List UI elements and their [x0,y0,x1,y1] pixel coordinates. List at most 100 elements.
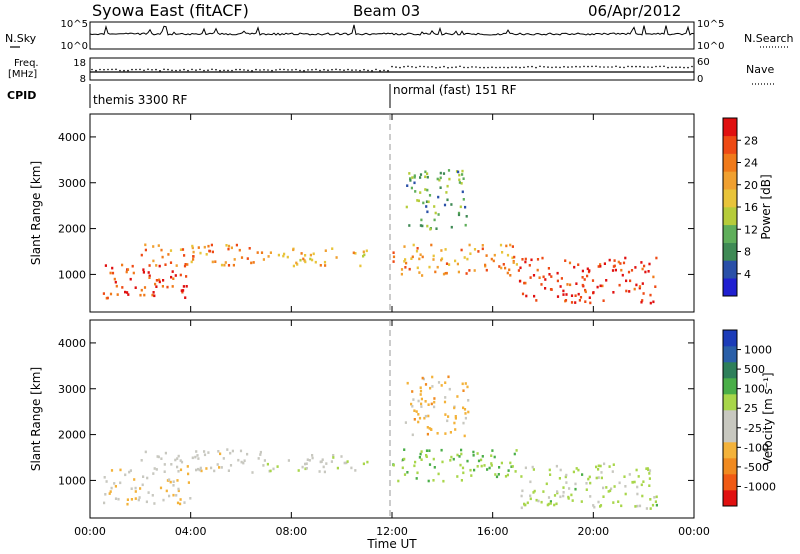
data-cell-4 [642,480,645,483]
data-cell-3 [411,255,414,259]
data-cell-4 [630,269,634,272]
nave-dot [535,66,537,69]
data-cell-1 [157,455,160,459]
data-cell-1 [144,248,147,252]
data-cell-1 [195,450,198,453]
data-cell-0 [111,266,114,270]
data-cell-5 [435,227,438,230]
data-cell-3 [459,463,462,467]
nave-dot [183,68,185,71]
data-cell-2 [276,465,279,468]
data-cell-4 [613,259,616,262]
nave-dot [331,68,333,71]
data-cell-3 [444,248,447,251]
nave-dot [327,69,329,71]
noise-panel: 10^5 10^0 10^5 10^0 N.Sky N.Search [5,19,794,52]
velocity-scatter-data [103,375,658,510]
data-cell-0 [168,478,171,481]
colorbar-segment [723,135,737,154]
data-cell-5 [433,218,436,222]
data-cell-3 [392,463,395,467]
data-cell-3 [403,260,406,263]
data-cell-5 [424,188,427,191]
data-cell-4 [520,475,523,478]
data-cell-1 [205,467,208,470]
data-cell-1 [196,454,199,457]
data-cell-5 [419,224,422,227]
data-cell-4 [540,500,543,504]
colorbar-tick-label: 4 [744,268,751,281]
data-cell-0 [147,271,150,274]
data-cell-0 [155,279,158,282]
data-cell-0 [165,489,168,493]
data-cell-4 [589,481,592,485]
data-cell-5 [444,413,447,416]
data-cell-1 [259,453,262,456]
data-cell-2 [331,247,334,250]
data-cell-5 [429,386,432,390]
data-cell-4 [597,476,600,479]
nave-tick-top: 60 [697,57,710,68]
nave-dot [443,65,445,68]
data-cell-0 [139,487,142,490]
nave-dot [675,66,677,68]
data-cell-2 [292,248,295,252]
data-cell-4 [602,299,605,302]
data-cell-0 [158,264,161,268]
nave-dot [399,66,401,69]
data-cell-0 [132,271,135,275]
data-cell-1 [248,247,251,250]
data-cell-3 [440,249,443,252]
data-cell-4 [622,261,626,265]
data-cell-0 [162,279,165,282]
data-cell-4 [570,301,574,304]
data-cell-1 [198,468,201,472]
data-cell-0 [169,480,172,484]
data-cell-4 [624,256,627,260]
nave-dot [359,69,361,72]
data-cell-5 [413,181,416,185]
data-cell-4 [537,499,540,503]
data-cell-5 [444,432,447,435]
data-cell-4 [559,468,562,472]
data-cell-5 [447,375,450,379]
data-cell-2 [335,256,338,259]
colorbar-tick-label: -100 [744,441,769,454]
x-tick-label: 00:00 [678,525,710,538]
data-cell-3 [481,244,484,247]
data-cell-3 [494,473,497,476]
data-cell-0 [179,498,182,501]
nave-dot [95,69,97,72]
data-cell-4 [567,497,570,500]
data-cell-4 [617,260,620,264]
data-cell-1 [224,261,227,264]
colorbar-segment [723,171,737,190]
data-cell-4 [600,471,603,474]
data-cell-4 [574,487,577,491]
data-cell-3 [419,253,422,256]
nave-dot [691,65,693,68]
data-cell-1 [197,467,200,471]
power-scatter-data [102,169,658,305]
data-cell-1 [231,449,234,453]
data-cell-0 [154,282,157,286]
data-cell-4 [574,482,577,486]
data-cell-0 [121,286,124,289]
nave-dot [683,66,685,69]
data-cell-2 [296,263,299,266]
data-cell-4 [553,494,557,497]
data-cell-0 [134,490,137,493]
data-cell-2 [292,264,295,268]
data-cell-5 [420,402,423,406]
data-cell-1 [148,264,151,267]
nave-dot [527,65,529,68]
data-cell-3 [408,267,411,271]
data-cell-2 [305,462,308,465]
data-cell-4 [580,500,583,503]
data-cell-0 [186,263,189,266]
data-cell-4 [588,269,591,272]
data-cell-5 [453,421,456,425]
colorbar-tick-label: 20 [744,179,758,192]
data-cell-4 [581,283,584,287]
data-cell-5 [417,399,420,403]
